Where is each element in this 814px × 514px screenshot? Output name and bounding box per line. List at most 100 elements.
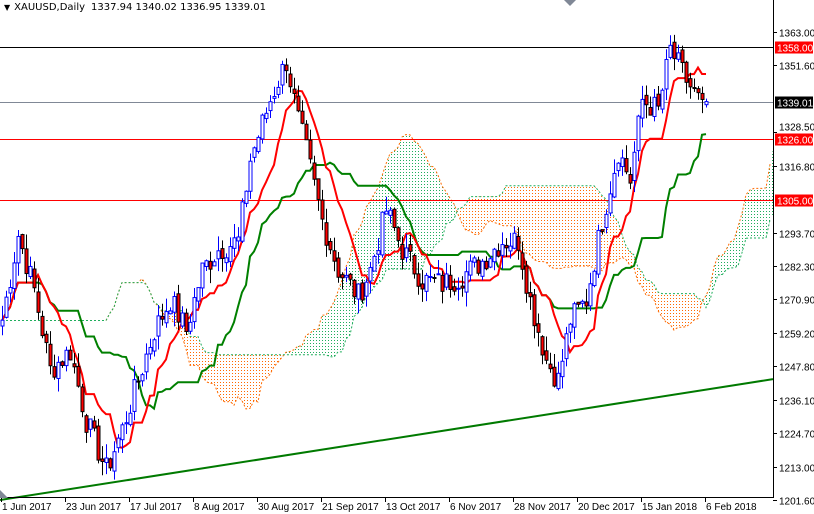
candle-bull	[16, 230, 21, 276]
cloud-segment-bull	[286, 351, 290, 355]
candle-bull	[424, 272, 429, 302]
candle-bear	[692, 78, 697, 92]
candle-bear	[348, 272, 353, 286]
candle-body	[216, 250, 221, 260]
cloud-segment-bear	[574, 185, 578, 266]
candle-bear	[40, 310, 45, 339]
candle-bear	[324, 208, 329, 257]
candle-bear	[60, 360, 65, 368]
symbol-period: XAUUSD,Daily	[14, 2, 86, 13]
candle-body	[444, 273, 449, 288]
candle-bear	[160, 303, 165, 326]
candle-bear	[584, 288, 589, 315]
candle-body	[540, 336, 545, 356]
cloud-segment-bear	[578, 185, 582, 266]
candle-bull	[200, 262, 205, 297]
candle-bull	[64, 346, 69, 372]
candle-bull	[588, 272, 593, 311]
candle-body	[484, 260, 489, 270]
cloud-segment-bull	[150, 291, 154, 303]
candle-body	[432, 277, 437, 280]
candle-body	[508, 245, 513, 252]
candle-body	[332, 250, 337, 262]
candle-body	[500, 244, 505, 256]
candle-bull	[464, 260, 469, 307]
price-tick-label: 1282.30	[779, 263, 814, 274]
candle-body	[636, 115, 641, 152]
candle-body	[568, 323, 573, 333]
candle-body	[160, 315, 165, 320]
candle-bear	[520, 241, 525, 280]
candle-bull	[480, 258, 485, 281]
cloud-segment-bull	[310, 329, 314, 355]
candle-bear	[340, 272, 345, 290]
candle-bear	[504, 238, 509, 258]
cloud-segment-bull	[722, 250, 726, 275]
candle-body	[396, 227, 401, 241]
candle-body	[648, 106, 653, 116]
candle-body	[212, 261, 217, 267]
cloud-segment-bear	[474, 196, 478, 235]
cloud-segment-bear	[278, 354, 282, 363]
candle-bull	[12, 252, 17, 300]
candle-body	[192, 297, 197, 323]
candle-body	[4, 296, 9, 318]
cloud-segment-bear	[202, 346, 206, 382]
candle-bull	[676, 44, 681, 62]
candle-body	[608, 193, 613, 214]
candle-body	[336, 257, 341, 278]
candle-bull	[240, 198, 245, 243]
level-label: 1305.00	[777, 197, 814, 208]
cloud-segment-bear	[238, 354, 242, 401]
candle-body	[424, 274, 429, 292]
candle-body	[492, 248, 497, 263]
candle-bear	[644, 85, 649, 119]
candle-body	[268, 101, 273, 112]
candle-bear	[52, 354, 57, 380]
candle-body	[44, 333, 49, 344]
price-axis: 1358.00 1339.01 1326.00 1305.00 1363.00 1351.…	[773, 29, 814, 508]
candle-bull	[88, 418, 93, 438]
cloud-segment-bear	[210, 352, 214, 384]
cloud-segment-bear	[702, 295, 706, 308]
candle-body	[644, 94, 649, 106]
candle-body	[436, 273, 441, 276]
candle-body	[392, 208, 397, 228]
candle-body	[596, 229, 601, 275]
cloud-segment-bear	[658, 292, 662, 318]
cloud-segment-bear	[530, 185, 534, 260]
candle-body	[156, 315, 161, 337]
cloud-segment-bear	[522, 185, 526, 253]
candle-body	[184, 312, 189, 332]
candle-bull	[592, 269, 597, 288]
candle-bear	[92, 415, 97, 432]
cloud-segment-bull	[290, 349, 294, 355]
candle-body	[108, 458, 113, 469]
candle-bear	[84, 413, 89, 443]
candle-body	[176, 293, 181, 323]
candle-body	[700, 92, 705, 100]
candle-bear	[576, 301, 581, 308]
candle-body	[532, 294, 537, 327]
candle-bear	[108, 457, 113, 471]
candle-body	[348, 273, 353, 280]
cloud-segment-bull	[438, 175, 442, 243]
candle-bull	[188, 314, 193, 335]
candle-bear	[208, 251, 213, 284]
candle-bull	[192, 287, 197, 329]
candle-body	[300, 110, 305, 124]
cloud-segment-bear	[466, 196, 470, 231]
date-tick-label: 20 Dec 2017	[578, 502, 635, 513]
cloud-segment-bull	[442, 186, 446, 240]
cloud-segment-bear	[554, 185, 558, 269]
candle-body	[264, 112, 269, 120]
candle-bear	[552, 353, 557, 388]
triangle-down-icon[interactable]: ▼	[4, 3, 11, 12]
candle-bull	[224, 253, 229, 272]
candle-bull	[120, 422, 125, 454]
candle-bull	[260, 113, 265, 144]
cloud-segment-bull	[714, 255, 718, 286]
candle-body	[668, 44, 673, 58]
candle-body	[132, 379, 137, 412]
